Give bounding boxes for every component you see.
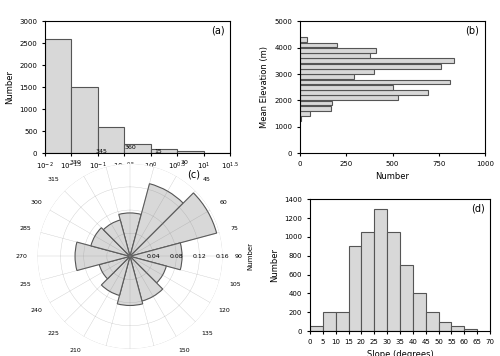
- Bar: [323, 312, 336, 331]
- Bar: [300, 106, 332, 111]
- Bar: [100, 256, 130, 279]
- Text: (c): (c): [188, 169, 200, 179]
- Bar: [310, 326, 323, 331]
- Bar: [438, 322, 452, 331]
- Bar: [348, 246, 362, 331]
- Bar: [300, 58, 454, 63]
- Bar: [300, 53, 370, 58]
- X-axis label: Area (km$^2$): Area (km$^2$): [114, 178, 161, 191]
- Text: (b): (b): [466, 25, 479, 35]
- Bar: [45, 39, 72, 153]
- Bar: [300, 95, 398, 100]
- Bar: [300, 116, 301, 121]
- Bar: [119, 213, 141, 256]
- Bar: [130, 193, 216, 256]
- Text: (a): (a): [211, 25, 224, 35]
- Bar: [300, 101, 332, 105]
- Bar: [130, 243, 182, 270]
- Bar: [387, 232, 400, 331]
- Bar: [102, 256, 130, 295]
- X-axis label: Number: Number: [376, 172, 410, 181]
- Bar: [104, 220, 130, 256]
- Bar: [300, 48, 376, 53]
- Text: 0.08: 0.08: [170, 254, 183, 259]
- Bar: [91, 228, 130, 256]
- Bar: [124, 144, 150, 153]
- Text: 0.12: 0.12: [192, 254, 206, 259]
- Bar: [300, 43, 337, 47]
- Bar: [300, 74, 354, 79]
- Bar: [464, 329, 477, 331]
- Y-axis label: Number: Number: [270, 248, 279, 282]
- Bar: [75, 242, 130, 271]
- Bar: [177, 151, 204, 153]
- Bar: [300, 90, 428, 95]
- Bar: [426, 312, 438, 331]
- Bar: [72, 87, 98, 153]
- Text: Number: Number: [247, 242, 253, 270]
- Bar: [118, 256, 142, 305]
- Bar: [336, 312, 348, 331]
- Y-axis label: Number: Number: [5, 70, 14, 104]
- Bar: [300, 85, 392, 90]
- Bar: [130, 184, 183, 256]
- Bar: [150, 149, 177, 153]
- Bar: [400, 265, 413, 331]
- Bar: [300, 111, 310, 116]
- Bar: [300, 79, 450, 84]
- Text: 0.04: 0.04: [146, 254, 160, 259]
- Bar: [130, 256, 162, 301]
- Bar: [362, 232, 374, 331]
- Text: (d): (d): [471, 203, 484, 213]
- Text: 0.16: 0.16: [216, 254, 230, 259]
- X-axis label: Slope (degrees): Slope (degrees): [366, 350, 434, 356]
- Bar: [300, 64, 440, 69]
- Bar: [413, 293, 426, 331]
- Bar: [300, 37, 308, 42]
- Bar: [130, 256, 166, 283]
- Y-axis label: Mean Elevation (m): Mean Elevation (m): [260, 46, 269, 128]
- Bar: [452, 326, 464, 331]
- Bar: [300, 69, 374, 74]
- Bar: [98, 127, 124, 153]
- Bar: [374, 209, 387, 331]
